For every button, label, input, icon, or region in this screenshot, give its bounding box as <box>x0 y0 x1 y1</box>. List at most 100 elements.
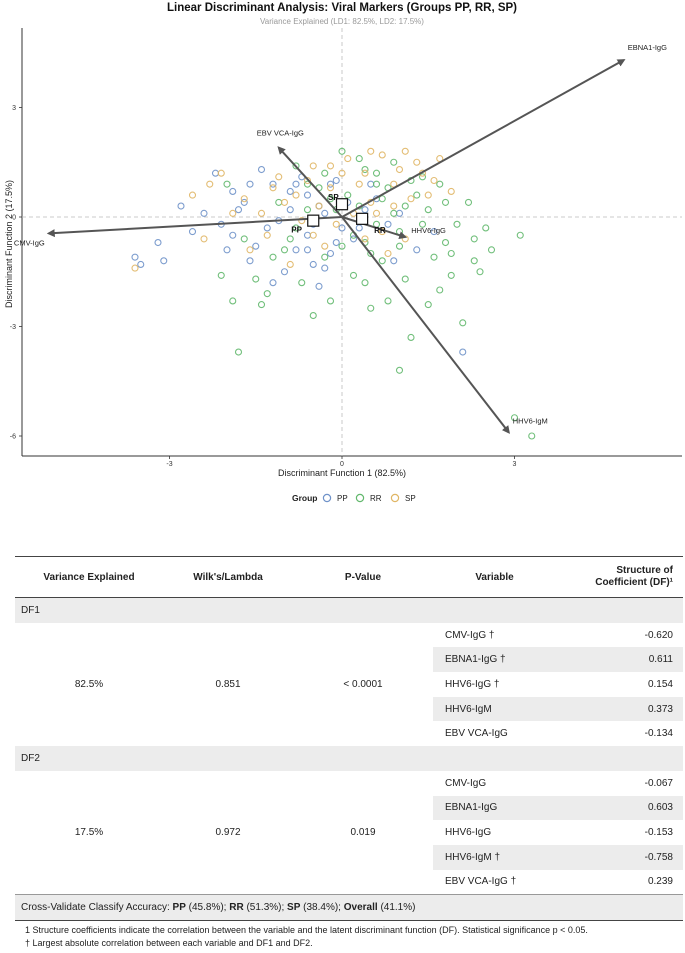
point-pp <box>234 206 243 214</box>
point-pp <box>257 166 266 174</box>
point-pp <box>269 180 277 188</box>
variable-cell: EBV VCA-IgG <box>445 728 508 740</box>
point-rr <box>390 209 398 217</box>
point-pp <box>309 260 317 269</box>
point-rr <box>430 253 438 261</box>
point-rr <box>424 301 432 309</box>
point-pp <box>292 246 300 254</box>
point-pp <box>229 187 237 195</box>
point-pp <box>286 187 294 195</box>
point-rr <box>252 275 260 283</box>
point-sp <box>188 191 197 199</box>
legend-title: Group <box>292 493 318 503</box>
point-sp <box>424 191 432 199</box>
table-row: EBV VCA-IgG † 0.239 <box>15 870 683 895</box>
point-rr <box>424 206 432 214</box>
point-rr <box>321 253 329 261</box>
centroid-label: PP <box>291 226 302 235</box>
x-tick-label: 0 <box>340 461 344 468</box>
point-rr <box>407 333 415 342</box>
legend-marker-pp <box>322 493 332 503</box>
point-sp <box>332 220 340 228</box>
df1-pvalue: < 0.0001 <box>343 678 383 690</box>
point-rr <box>361 166 369 174</box>
header-structure: Structure of Coefficient (DF)¹ <box>556 556 683 598</box>
point-rr <box>441 198 450 206</box>
legend-label-sp: SP <box>405 494 416 503</box>
point-pp <box>430 228 438 236</box>
accuracy-prefix: Cross-Validate Classify Accuracy: <box>21 902 173 914</box>
point-rr <box>286 235 294 243</box>
header-variable-text: Variable <box>475 571 514 583</box>
point-rr <box>240 235 248 243</box>
point-sp <box>298 217 306 225</box>
point-rr <box>303 206 312 214</box>
variable-cell: HHV6-IgG <box>445 827 492 839</box>
table-row: 17.5% 0.972 0.019 CMV-IgG -0.067 <box>15 771 683 838</box>
variable-cell: CMV-IgG † <box>445 629 495 641</box>
point-sp <box>390 202 398 210</box>
point-pp <box>292 180 300 188</box>
point-sp <box>240 195 248 203</box>
point-rr <box>476 268 484 276</box>
point-sp <box>229 209 237 217</box>
section-row-df2: DF2 <box>15 746 683 771</box>
point-sp <box>361 169 369 177</box>
lda-results-table: Variance Explained Wilk's/Lambda P-Value… <box>15 556 683 922</box>
point-sp <box>303 176 312 185</box>
point-pp <box>332 176 340 185</box>
point-sp <box>447 187 455 195</box>
point-sp <box>326 184 335 192</box>
df1-variance: 82.5% <box>74 678 104 690</box>
point-sp <box>344 155 352 163</box>
df2-variance: 17.5% <box>74 827 104 839</box>
point-pp <box>200 209 208 217</box>
point-rr <box>395 366 404 374</box>
loading-label: CMV-IgG <box>14 238 45 247</box>
point-rr <box>372 180 381 188</box>
point-rr <box>453 220 461 228</box>
centroid-pp <box>307 214 320 227</box>
point-pp <box>131 253 139 261</box>
section-label-df2: DF2 <box>15 746 683 771</box>
point-pp <box>246 257 254 265</box>
loading-arrow <box>46 216 343 238</box>
point-sp <box>315 202 323 210</box>
point-rr <box>447 249 455 258</box>
lda-biplot: Linear Discriminant Analysis: Viral Mark… <box>4 2 682 503</box>
point-rr <box>223 180 231 188</box>
point-pp <box>246 180 254 188</box>
point-pp <box>280 268 289 276</box>
point-sp <box>275 173 283 181</box>
plot-area: -3 0 3 -6 -3 0 3 EBNA1-IgG CMV-IgG EBV VCA-IgG HHV… <box>10 28 682 468</box>
point-pp <box>303 231 312 239</box>
point-rr <box>401 275 409 283</box>
accuracy-sp-value: (38.4%); <box>300 902 344 914</box>
variable-cell: EBV VCA-IgG † <box>445 876 517 888</box>
coef-cell: -0.620 <box>644 629 673 641</box>
accuracy-overall-label: Overall <box>343 902 378 914</box>
point-rr <box>344 191 352 199</box>
coef-cell: 0.611 <box>556 647 683 673</box>
point-sp <box>131 264 139 272</box>
point-pp <box>223 246 231 254</box>
point-sp <box>395 166 404 174</box>
header-structure-line1: Structure of <box>616 565 673 576</box>
coef-cell: -0.134 <box>644 728 673 740</box>
point-sp <box>292 191 300 199</box>
point-rr <box>367 249 375 258</box>
point-pp <box>321 209 329 217</box>
point-rr <box>418 173 427 181</box>
point-rr <box>229 297 237 305</box>
point-rr <box>269 253 277 261</box>
point-rr <box>378 195 386 203</box>
point-sp <box>321 242 329 250</box>
x-tick-label: 3 <box>513 461 517 468</box>
point-sp <box>280 198 289 206</box>
x-tick-label: -3 <box>166 461 172 468</box>
point-sp <box>361 235 369 243</box>
point-pp <box>384 220 392 228</box>
legend-label-pp: PP <box>337 494 348 503</box>
point-pp <box>240 198 248 206</box>
point-pp <box>459 348 467 356</box>
